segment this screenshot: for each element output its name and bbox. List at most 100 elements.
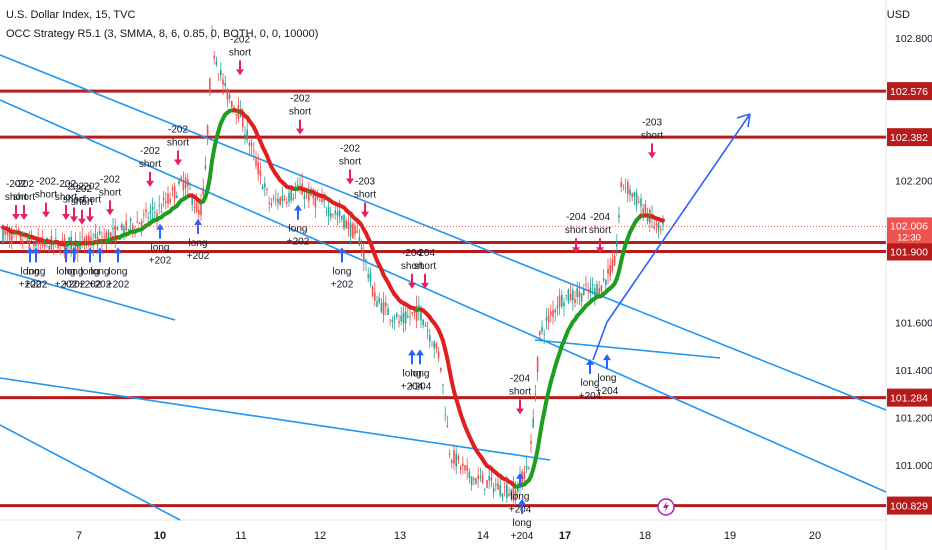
- long-signal-label: long: [581, 378, 600, 389]
- short-arrow-head: [572, 247, 580, 254]
- candle-body: [574, 299, 576, 303]
- candle-body: [224, 82, 226, 87]
- candle-body: [596, 284, 598, 294]
- price-tick-label: 101.200: [895, 413, 932, 425]
- level-price-tag: [887, 496, 932, 515]
- candle-body: [94, 233, 97, 238]
- short-arrow-head: [78, 218, 86, 225]
- candle-body: [162, 197, 165, 200]
- trend-line[interactable]: [0, 99, 887, 493]
- forecast-arrowhead: [736, 113, 751, 128]
- currency-label: USD: [886, 9, 910, 21]
- candle-body: [206, 125, 209, 135]
- long-signal-label: +204: [596, 386, 619, 397]
- level-price-tag: [887, 82, 932, 101]
- candle-body: [622, 184, 625, 186]
- time-tick-label: 11: [235, 530, 246, 542]
- forecast-line[interactable]: [606, 113, 751, 323]
- long-signal-label: +202: [63, 279, 86, 290]
- candle-body: [442, 384, 444, 385]
- long-signal-label: long: [27, 266, 46, 277]
- trend-line[interactable]: [0, 377, 551, 461]
- candle-body: [539, 331, 541, 336]
- candle-body: [402, 312, 405, 324]
- price-tick-label: 101.000: [895, 460, 932, 472]
- candle-body: [627, 181, 629, 195]
- trend-line[interactable]: [534, 339, 721, 359]
- candle-body: [618, 215, 620, 219]
- candle-body: [492, 487, 495, 493]
- candle-body: [382, 301, 385, 316]
- candle-body: [173, 185, 176, 199]
- candle-body: [19, 233, 22, 242]
- long-signal-label: long: [513, 518, 532, 529]
- price-tick-label: 101.600: [895, 318, 932, 330]
- candle-body: [387, 308, 389, 316]
- candle-body: [600, 285, 603, 292]
- level-price-tag: [887, 128, 932, 147]
- candle-body: [620, 181, 622, 188]
- candle-body: [534, 393, 537, 395]
- signal-markers: -202short-202short-202short-202short-202…: [5, 34, 663, 542]
- short-signal-label: short: [401, 261, 423, 272]
- long-signal-label: +202: [287, 237, 310, 248]
- candle-body: [413, 309, 416, 314]
- candle-body: [528, 468, 530, 470]
- candle-body: [576, 288, 578, 297]
- candle-body: [8, 230, 11, 241]
- candle-body: [105, 232, 108, 245]
- long-arrow-head: [86, 247, 94, 254]
- candle-body: [569, 294, 572, 301]
- candle-body: [635, 192, 638, 206]
- short-signal-label: short: [509, 387, 531, 398]
- indicator-legend[interactable]: OCC Strategy R5.1 (3, SMMA, 8, 6, 0.85, …: [6, 28, 319, 40]
- forecast-line[interactable]: [592, 321, 608, 361]
- candle-body: [235, 114, 237, 116]
- candle-body: [510, 489, 512, 496]
- short-signal-label: short: [414, 261, 436, 272]
- candle-body: [325, 211, 328, 213]
- candle-body: [191, 195, 193, 205]
- candle-body: [323, 198, 325, 202]
- candle-body: [140, 221, 143, 227]
- candle-body: [332, 214, 334, 216]
- candle-body: [349, 223, 352, 237]
- candle-body: [640, 198, 642, 207]
- level-price-label: 102.382: [890, 132, 928, 144]
- candle-body: [26, 239, 28, 241]
- long-signal-label: +204: [409, 381, 432, 392]
- long-signal-label: long: [333, 266, 352, 277]
- candle-body: [565, 295, 567, 297]
- candle-body: [123, 227, 125, 236]
- candle-body: [404, 311, 407, 324]
- candle-body: [609, 265, 611, 277]
- candle-body: [473, 478, 475, 481]
- candle-body: [552, 309, 554, 317]
- candle-body: [215, 61, 218, 65]
- candle-body: [613, 256, 616, 266]
- trend-line[interactable]: [0, 424, 181, 521]
- candle-body: [448, 453, 451, 455]
- candle-body: [631, 193, 633, 197]
- short-signal-label: short: [5, 192, 27, 203]
- candle-body: [319, 200, 321, 202]
- lightning-icon[interactable]: [657, 498, 675, 516]
- trend-line[interactable]: [0, 54, 887, 411]
- time-tick-label: 13: [394, 530, 406, 542]
- time-tick-label: 10: [154, 530, 166, 542]
- long-arrow-head: [416, 349, 424, 356]
- level-price-label: 102.576: [890, 86, 928, 98]
- short-signal-label: -204: [402, 248, 422, 259]
- trend-line[interactable]: [0, 269, 176, 321]
- forecast-arrow[interactable]: [592, 113, 751, 361]
- candle-body: [290, 188, 292, 201]
- candle-body: [198, 209, 200, 215]
- candle-body: [532, 418, 534, 428]
- time-axis: 7 10 11 12 13 14 17 18 19 20: [76, 530, 821, 542]
- long-signal-label: +202: [187, 251, 210, 262]
- candle-body: [429, 335, 431, 342]
- candle-body: [455, 453, 457, 467]
- price-tick-label: 102.800: [895, 33, 932, 45]
- candle-body: [530, 440, 532, 444]
